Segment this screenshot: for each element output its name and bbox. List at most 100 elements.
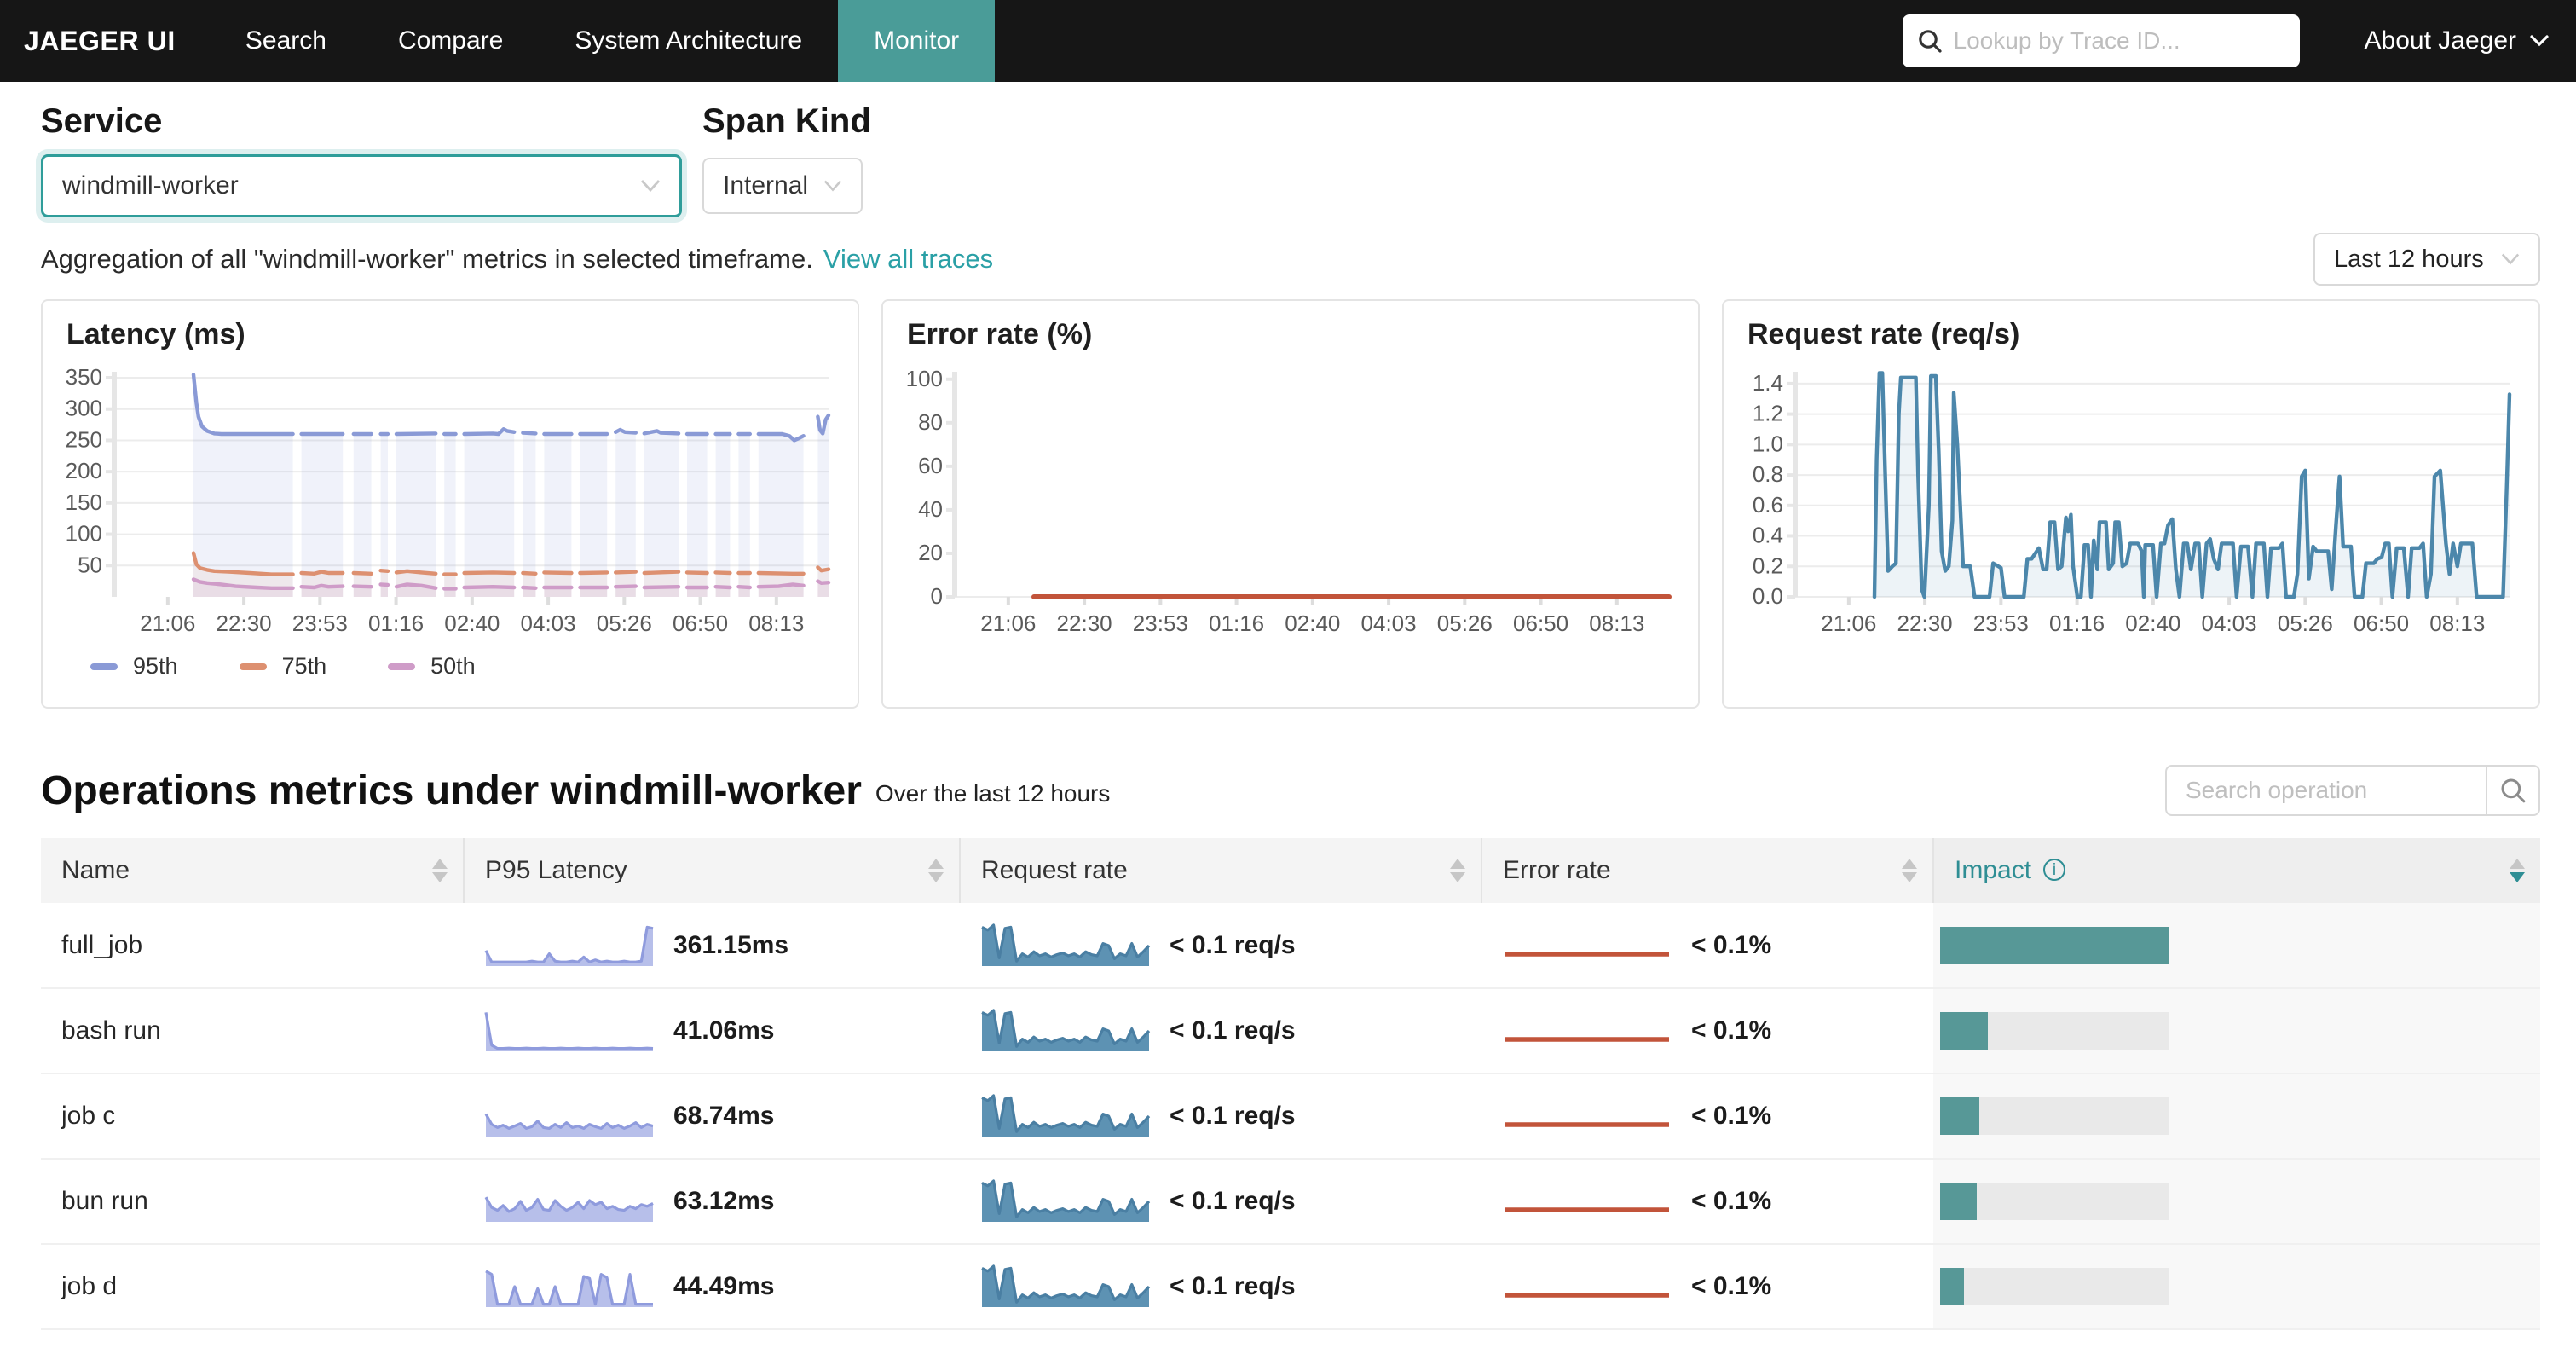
- error-rate-sparkline: [1505, 1122, 1669, 1127]
- p95-latency-value: 44.49ms: [673, 1272, 775, 1300]
- nav-item-compare[interactable]: Compare: [397, 26, 504, 55]
- svg-text:23:53: 23:53: [1973, 610, 2029, 636]
- table-header-row: Name P95 Latency Request rate Error rate…: [41, 838, 2540, 903]
- svg-text:08:13: 08:13: [1589, 610, 1644, 636]
- svg-text:150: 150: [66, 489, 102, 515]
- table-row[interactable]: job d 44.49ms < 0.1 req/s < 0.1%: [41, 1244, 2540, 1330]
- table-row[interactable]: bun run 63.12ms < 0.1 req/s < 0.1%: [41, 1159, 2540, 1245]
- svg-text:21:06: 21:06: [1821, 610, 1876, 636]
- aggregation-text: Aggregation of all "windmill-worker" met…: [41, 244, 813, 274]
- svg-text:1.4: 1.4: [1753, 370, 1783, 396]
- request-rate-value: < 0.1 req/s: [1170, 1102, 1296, 1130]
- nav-item-search[interactable]: Search: [245, 26, 326, 55]
- search-operation-input[interactable]: [2165, 765, 2486, 816]
- request-rate-value: < 0.1 req/s: [1170, 930, 1296, 959]
- legend-item-50th[interactable]: 50th: [388, 653, 476, 680]
- svg-text:23:53: 23:53: [292, 610, 348, 636]
- p95-latency-value: 41.06ms: [673, 1016, 775, 1044]
- error-rate-sparkline: [1505, 1207, 1669, 1212]
- error-rate-value: < 0.1%: [1691, 1272, 1772, 1300]
- impact-bar-track: [1940, 1268, 2169, 1305]
- error-rate-value: < 0.1%: [1691, 1102, 1772, 1130]
- about-jaeger-menu[interactable]: About Jaeger: [2365, 26, 2549, 55]
- svg-text:200: 200: [66, 458, 102, 483]
- request-rate-sparkline: [981, 1264, 1151, 1307]
- svg-text:60: 60: [918, 453, 943, 478]
- legend-item-95th[interactable]: 95th: [90, 653, 178, 680]
- p95-latency-value: 361.15ms: [673, 930, 789, 959]
- error-rate-sparkline: [1505, 1037, 1669, 1042]
- svg-text:04:03: 04:03: [1361, 610, 1417, 636]
- about-jaeger-label: About Jaeger: [2364, 26, 2516, 55]
- service-select[interactable]: windmill-worker: [41, 154, 682, 217]
- info-icon[interactable]: i: [2043, 859, 2066, 881]
- svg-text:22:30: 22:30: [1057, 610, 1112, 636]
- svg-text:0.4: 0.4: [1753, 523, 1783, 548]
- top-nav: JAEGER UI Search Compare System Architec…: [0, 0, 2576, 82]
- impact-bar-track: [1940, 926, 2169, 964]
- operation-name[interactable]: full_job: [61, 930, 143, 959]
- svg-text:02:40: 02:40: [1285, 610, 1340, 636]
- error-rate-sparkline: [1505, 1293, 1669, 1298]
- svg-text:40: 40: [918, 496, 943, 522]
- nav-item-system-architecture[interactable]: System Architecture: [575, 26, 803, 55]
- svg-text:08:13: 08:13: [748, 610, 804, 636]
- svg-text:01:16: 01:16: [2049, 610, 2105, 636]
- service-label: Service: [41, 102, 163, 140]
- operation-name[interactable]: job d: [61, 1272, 118, 1300]
- timeframe-select[interactable]: Last 12 hours: [2313, 233, 2540, 286]
- trace-lookup-input[interactable]: [1953, 27, 2284, 55]
- column-header-request-rate[interactable]: Request rate: [960, 838, 1482, 903]
- p95-latency-value: 68.74ms: [673, 1102, 775, 1130]
- trace-lookup-box[interactable]: [1902, 14, 2300, 67]
- latency-chart-card: Latency (ms) 50 100 150 200 250 300 350 21:06 22…: [41, 299, 859, 709]
- search-icon: [2500, 778, 2526, 803]
- request-rate-sparkline: [981, 1179, 1151, 1222]
- operation-name[interactable]: job c: [61, 1102, 116, 1130]
- search-operation-button[interactable]: [2486, 765, 2540, 816]
- svg-text:02:40: 02:40: [2125, 610, 2180, 636]
- column-header-name[interactable]: Name: [41, 838, 465, 903]
- operations-table: Name P95 Latency Request rate Error rate…: [41, 838, 2540, 1330]
- svg-text:0: 0: [931, 583, 943, 609]
- operation-name[interactable]: bun run: [61, 1187, 148, 1215]
- column-header-error-rate[interactable]: Error rate: [1481, 838, 1934, 903]
- request-rate-chart-card: Request rate (req/s) 0.0 0.2 0.4 0.6 0.8 1.0 1…: [1722, 299, 2540, 709]
- view-all-traces-link[interactable]: View all traces: [823, 244, 994, 274]
- column-header-p95-latency[interactable]: P95 Latency: [464, 838, 961, 903]
- legend-item-75th[interactable]: 75th: [239, 653, 326, 680]
- span-kind-select-value: Internal: [723, 171, 809, 200]
- span-kind-label: Span Kind: [702, 102, 871, 140]
- svg-text:22:30: 22:30: [1897, 610, 1953, 636]
- latency-sparkline: [484, 925, 654, 966]
- svg-text:300: 300: [66, 396, 102, 421]
- svg-text:1.2: 1.2: [1753, 401, 1783, 426]
- legend-swatch-95th: [90, 663, 118, 670]
- operations-subtitle: Over the last 12 hours: [875, 780, 1111, 807]
- request-rate-value: < 0.1 req/s: [1170, 1016, 1296, 1044]
- nav-item-monitor[interactable]: Monitor: [838, 0, 996, 82]
- error-rate-value: < 0.1%: [1691, 1187, 1772, 1215]
- chevron-down-icon: [640, 179, 661, 193]
- latency-chart: 50 100 150 200 250 300 350 21:06 22:30 23:53 01:16…: [66, 364, 831, 636]
- svg-text:06:50: 06:50: [1513, 610, 1568, 636]
- operation-name[interactable]: bash run: [61, 1016, 161, 1044]
- error-rate-chart: 0 20 40 60 80 100 21:06 22:30 23:53 01:16 02:40 04:…: [906, 366, 1672, 636]
- app-logo[interactable]: JAEGER UI: [24, 25, 176, 56]
- impact-bar-track: [1940, 1012, 2169, 1050]
- svg-text:06:50: 06:50: [673, 610, 728, 636]
- table-row[interactable]: bash run 41.06ms < 0.1 req/s < 0.1%: [41, 988, 2540, 1074]
- table-row[interactable]: full_job 361.15ms < 0.1 req/s < 0.1%: [41, 903, 2540, 989]
- table-row[interactable]: job c 68.74ms < 0.1 req/s < 0.1%: [41, 1073, 2540, 1160]
- column-header-impact[interactable]: Impact i: [1933, 838, 2540, 903]
- impact-bar-fill: [1940, 1183, 1977, 1220]
- span-kind-select[interactable]: Internal: [702, 158, 863, 214]
- error-rate-value: < 0.1%: [1691, 930, 1772, 959]
- timeframe-select-value: Last 12 hours: [2334, 245, 2484, 273]
- chevron-down-icon: [2530, 35, 2549, 47]
- error-rate-value: < 0.1%: [1691, 1016, 1772, 1044]
- svg-text:22:30: 22:30: [217, 610, 272, 636]
- impact-bar-fill: [1940, 1268, 1965, 1305]
- svg-text:05:26: 05:26: [597, 610, 652, 636]
